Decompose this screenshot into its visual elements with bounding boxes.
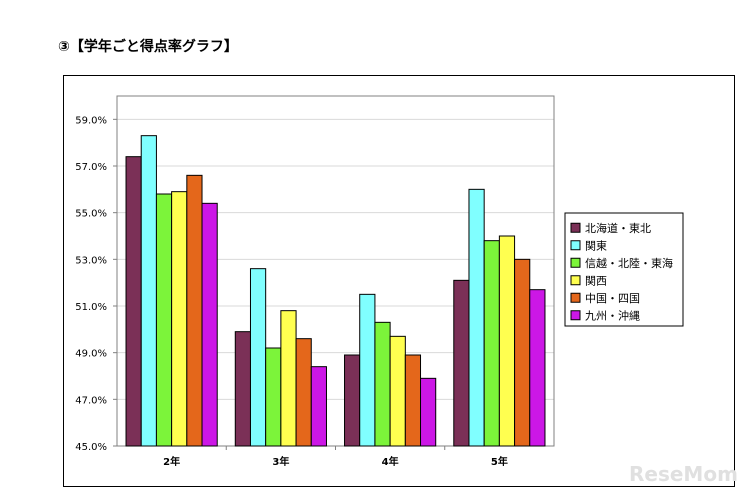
bar [201, 202, 218, 447]
chart-frame [63, 75, 735, 487]
legend-swatch [570, 292, 581, 303]
bar [295, 338, 312, 447]
bar [453, 279, 470, 447]
legend-box [564, 212, 684, 327]
y-tick-label: 45.0% [75, 442, 107, 453]
y-tick-label: 59.0% [75, 115, 107, 126]
bar [498, 235, 516, 447]
bar [389, 335, 406, 447]
bar [344, 354, 361, 447]
legend-swatch [570, 275, 581, 286]
legend-label: 九州・沖縄 [585, 308, 640, 322]
y-tick-label: 57.0% [75, 162, 107, 173]
x-axis-ticks: 2年 3年 4年 5年 [163, 446, 508, 468]
bar [310, 366, 327, 447]
y-tick-label: 49.0% [75, 349, 107, 360]
bar [171, 191, 188, 447]
x-tick-label: 2年 [163, 455, 180, 468]
bar [249, 268, 267, 447]
bar [280, 310, 297, 447]
y-tick-label: 53.0% [75, 255, 107, 266]
y-axis-ticks: 45.0% 47.0% 49.0% 51.0% 53.0% 55.0% 57.0% 59.0% [75, 115, 117, 453]
legend-label: 信越・北陸・東海 [585, 256, 673, 270]
legend-swatch [570, 310, 581, 321]
bar [186, 174, 203, 447]
bar [529, 289, 546, 447]
legend-label: 関東 [585, 239, 607, 252]
x-tick-label: 4年 [382, 455, 399, 468]
bar [483, 240, 500, 447]
legend-label: 関西 [585, 274, 607, 287]
bar [155, 193, 173, 447]
legend-swatch [570, 240, 581, 251]
y-tick-label: 47.0% [75, 395, 107, 406]
bar [125, 156, 142, 447]
legend-label: 北海道・東北 [585, 221, 651, 235]
bar [265, 347, 282, 447]
y-tick-label: 51.0% [75, 302, 107, 313]
y-tick-label: 55.0% [75, 209, 107, 220]
bars [125, 135, 546, 447]
chart-heading: ③【学年ごと得点率グラフ】 [58, 39, 238, 55]
bar [140, 135, 157, 447]
bar [234, 331, 251, 447]
bar [514, 258, 531, 447]
bar [404, 354, 422, 447]
bar [374, 321, 391, 447]
legend-label: 中国・四国 [585, 292, 640, 305]
x-tick-label: 5年 [491, 455, 508, 468]
legend-swatch [570, 222, 581, 233]
x-tick-label: 3年 [272, 455, 289, 468]
bar [420, 377, 437, 447]
bar [468, 188, 485, 447]
bar [359, 293, 376, 447]
legend-swatch [570, 257, 581, 268]
watermark-logo: ReseMom [629, 462, 738, 486]
